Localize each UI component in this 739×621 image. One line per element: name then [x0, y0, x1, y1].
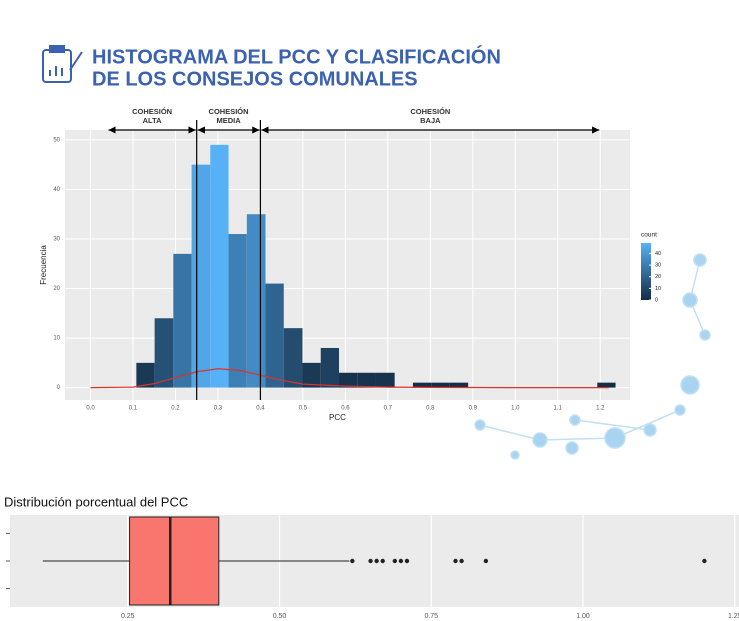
y-tick-label: 0 [57, 385, 61, 391]
x-tick-label: 1.25 [728, 613, 739, 620]
range-label: ALTA [143, 116, 162, 125]
y-tick-label: 50 [53, 137, 60, 143]
outlier-point [453, 558, 458, 564]
x-tick-label: 0.1 [129, 406, 138, 412]
slide-title: HISTOGRAMA DEL PCC Y CLASIFICACIÓN [92, 44, 501, 68]
histogram-bar [191, 164, 211, 388]
y-tick-label: 40 [53, 187, 60, 193]
y-tick-label: 20 [53, 286, 60, 292]
legend-tick-label: 20 [655, 274, 661, 280]
outlier-point [404, 558, 410, 564]
histogram-bar [283, 328, 303, 388]
slide-title: DE LOS CONSEJOS COMUNALES [92, 68, 418, 90]
y-tick-label: 30 [53, 237, 60, 243]
x-tick-label: 1.1 [554, 406, 563, 412]
histogram-bar [375, 372, 395, 388]
outlier-point [374, 558, 379, 564]
legend-colorbar [641, 243, 651, 300]
x-tick-label: 0.0 [86, 406, 95, 412]
histogram-bar [339, 372, 358, 388]
legend-tick-label: 0 [655, 297, 658, 303]
title-icon [42, 45, 83, 83]
outlier-point [398, 558, 404, 564]
plot-panel [65, 130, 630, 400]
chart-title: Distribución porcentual del PCC [4, 494, 188, 509]
x-tick-label: 0.7 [384, 406, 393, 412]
histogram-bar [431, 382, 450, 388]
outlier-point [350, 558, 355, 564]
outlier-point [459, 558, 464, 564]
x-axis-label: PCC [329, 413, 346, 422]
y-axis-label: Frecuencia [39, 245, 48, 285]
histogram-bar [154, 318, 174, 388]
outlier-point [702, 558, 707, 564]
x-tick-label: 0.8 [426, 406, 435, 412]
range-label: COHESIÓN [410, 107, 450, 116]
x-tick-label: 0.9 [469, 406, 478, 412]
x-tick-label: 1.0 [511, 406, 520, 412]
x-tick-label: 0.50 [273, 613, 287, 620]
histogram-bar [136, 362, 155, 388]
outlier-point [392, 558, 398, 564]
x-tick-label: 1.00 [576, 613, 590, 620]
histogram-bar [357, 372, 376, 388]
x-tick-label: 1.2 [596, 406, 605, 412]
x-tick-label: 0.4 [256, 406, 265, 412]
histogram-bar [320, 347, 340, 388]
legend-title: count [641, 232, 657, 239]
histogram-bar [173, 253, 192, 388]
range-label: MEDIA [216, 116, 241, 125]
box [129, 516, 220, 606]
histogram-bar [302, 362, 321, 388]
histogram-bar [246, 214, 266, 388]
range-label: COHESIÓN [132, 107, 172, 116]
histogram-bar [412, 382, 432, 388]
outlier-point [368, 558, 373, 564]
histogram-bar [449, 382, 469, 388]
x-tick-label: 0.6 [341, 406, 350, 412]
histogram-bar [597, 382, 616, 388]
y-tick-label: 10 [53, 336, 60, 342]
outlier-point [380, 558, 385, 564]
x-tick-label: 0.5 [299, 406, 308, 412]
x-tick-label: 0.75 [424, 613, 438, 620]
histogram-bar [228, 234, 247, 388]
range-label: BAJA [420, 116, 441, 125]
legend-tick-label: 10 [655, 286, 661, 292]
outlier-point [483, 558, 489, 564]
range-label: COHESIÓN [209, 107, 249, 116]
legend-tick-label: 30 [655, 263, 661, 269]
histogram-bar [265, 283, 284, 388]
legend-tick-label: 40 [655, 251, 661, 257]
x-tick-label: 0.3 [214, 406, 223, 412]
x-tick-label: 0.25 [121, 613, 135, 620]
histogram-bar [210, 144, 229, 388]
x-tick-label: 0.2 [171, 406, 180, 412]
decoration [474, 253, 711, 460]
